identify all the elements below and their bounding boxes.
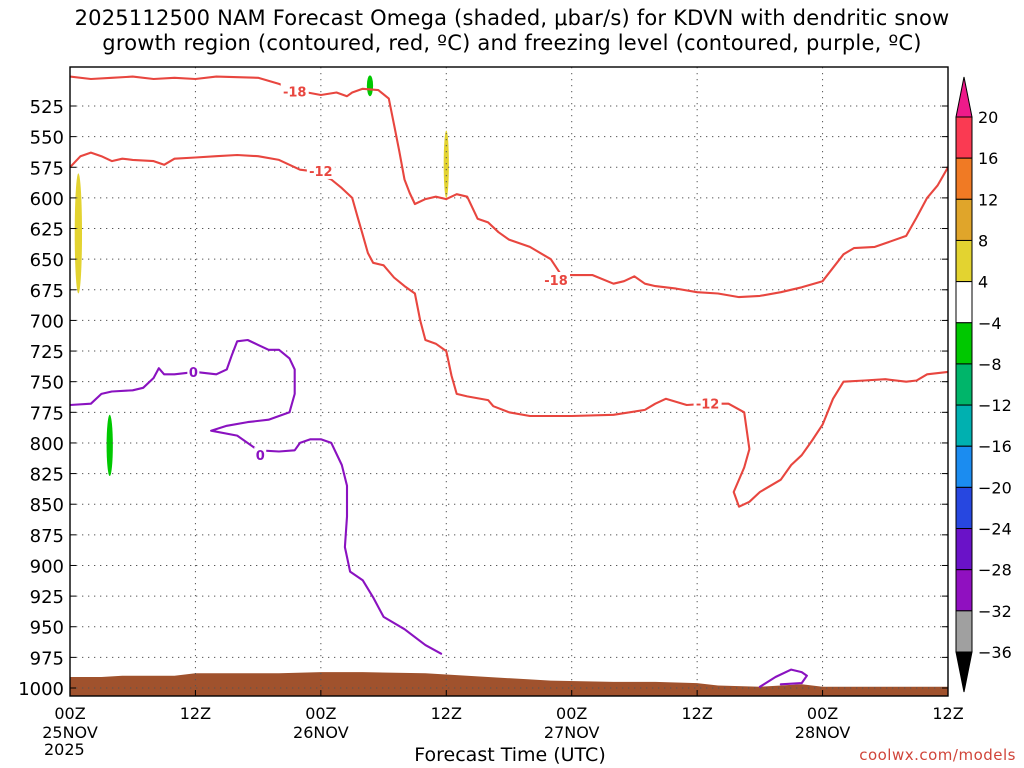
y-tick-label-600: 600 <box>30 189 64 210</box>
chart-title: 2025112500 NAM Forecast Omega (shaded, μ… <box>0 6 1024 56</box>
colorbar-label-11: −28 <box>978 561 1012 580</box>
colorbar-label-13: −36 <box>978 643 1012 662</box>
x-tick-label-12: 12Z <box>180 704 211 723</box>
contour-label-3: -12 <box>696 398 720 413</box>
contour-label-4: 0 <box>189 366 198 381</box>
contour-line-1 <box>70 151 948 508</box>
y-tick-label-875: 875 <box>30 526 64 547</box>
contour-label-bg-4 <box>187 363 200 380</box>
y-tick-label-950: 950 <box>30 618 64 639</box>
terrain-fill <box>70 672 948 696</box>
y-tick-label-825: 825 <box>30 465 64 486</box>
x-tick-label-72: 00Z <box>807 704 838 723</box>
colorbar-swatch-8 <box>955 445 973 488</box>
source-credit[interactable]: coolwx.com/models <box>859 746 1016 764</box>
x-tick-label-24: 00Z <box>305 704 336 723</box>
x-tick-label-0: 00Z <box>54 704 85 723</box>
y-tick-label-975: 975 <box>30 648 64 669</box>
x-tick-label-36: 12Z <box>431 704 462 723</box>
colorbar-top-arrow <box>955 76 973 118</box>
y-tick-label-1000: 1000 <box>18 679 64 700</box>
y-tick-label-750: 750 <box>30 373 64 394</box>
contour-label-0: -18 <box>283 85 307 100</box>
colorbar-swatch-6 <box>955 363 973 406</box>
colorbar-label-4: 4 <box>978 273 988 292</box>
y-tick-label-700: 700 <box>30 311 64 332</box>
x-tick-label-84: 12Z <box>932 704 963 723</box>
y-tick-label-550: 550 <box>30 128 64 149</box>
y-tick-label-575: 575 <box>30 158 64 179</box>
colorbar-swatch-3 <box>955 239 973 283</box>
chart-title-line-2: growth region (contoured, red, ºC) and f… <box>102 31 922 55</box>
colorbar-label-9: −20 <box>978 478 1012 497</box>
colorbar-label-1: 16 <box>978 149 998 168</box>
colorbar-swatch-7 <box>955 404 973 447</box>
colorbar-swatch-0 <box>955 116 973 159</box>
colorbar-label-12: −32 <box>978 602 1012 621</box>
colorbar-label-3: 8 <box>978 231 988 250</box>
colorbar-label-5: −4 <box>978 314 1002 333</box>
contour-label-bg-0 <box>280 83 309 100</box>
y-tick-label-850: 850 <box>30 495 64 516</box>
y-tick-label-675: 675 <box>30 281 64 302</box>
colorbar-swatch-12 <box>955 610 973 653</box>
colorbar-label-8: −16 <box>978 437 1012 456</box>
plot-area: -18 -12 -18 -12 0 0 <box>70 67 948 696</box>
x-tick-label-60: 12Z <box>681 704 712 723</box>
x-tick-sublabel-72: 28NOV <box>795 723 851 742</box>
contour-line-2 <box>70 338 443 655</box>
contour-label-bg-1 <box>306 162 335 179</box>
y-tick-label-800: 800 <box>30 434 64 455</box>
y-tick-label-725: 725 <box>30 342 64 363</box>
colorbar-label-7: −12 <box>978 396 1012 415</box>
contour-label-bg-5 <box>254 447 267 464</box>
colorbar-swatch-11 <box>955 569 973 612</box>
colorbar-swatch-5 <box>955 322 973 365</box>
x-axis-title: Forecast Time (UTC) <box>414 744 606 766</box>
colorbar-label-10: −24 <box>978 520 1012 539</box>
contour-line-0 <box>70 75 948 299</box>
y-tick-label-625: 625 <box>30 220 64 241</box>
omega-shade-3 <box>366 75 374 97</box>
contour-line-3 <box>758 668 808 688</box>
y-tick-label-650: 650 <box>30 250 64 271</box>
colorbar-swatch-4 <box>955 281 973 324</box>
contour-label-2: -18 <box>544 274 568 289</box>
x-tick-label-48: 00Z <box>556 704 587 723</box>
colorbar-label-6: −8 <box>978 355 1002 374</box>
x-tick-sublabel-0: 25NOV <box>42 723 98 742</box>
colorbar-bottom-arrow <box>955 651 973 693</box>
omega-shade-2 <box>106 414 113 477</box>
y-tick-label-925: 925 <box>30 587 64 608</box>
contour-label-bg-3 <box>693 395 722 412</box>
colorbar-swatch-1 <box>955 157 973 200</box>
y-tick-label-775: 775 <box>30 403 64 424</box>
contour-label-5: 0 <box>256 449 265 464</box>
chart-title-line-1: 2025112500 NAM Forecast Omega (shaded, μ… <box>74 6 950 30</box>
y-tick-label-900: 900 <box>30 556 64 577</box>
contour-label-bg-2 <box>542 271 571 288</box>
contour-label-1: -12 <box>309 165 333 180</box>
colorbar-label-2: 12 <box>978 190 998 209</box>
y-tick-label-525: 525 <box>30 97 64 118</box>
colorbar-swatch-10 <box>955 528 973 571</box>
colorbar-swatch-2 <box>955 198 973 241</box>
colorbar-label-0: 20 <box>978 108 998 127</box>
colorbar-swatch-9 <box>955 486 973 530</box>
omega-shade-0 <box>74 173 83 294</box>
x-tick-sublabel-24: 26NOV <box>293 723 349 742</box>
start-year-label: 2025 <box>44 740 85 759</box>
x-tick-sublabel-48: 27NOV <box>544 723 600 742</box>
